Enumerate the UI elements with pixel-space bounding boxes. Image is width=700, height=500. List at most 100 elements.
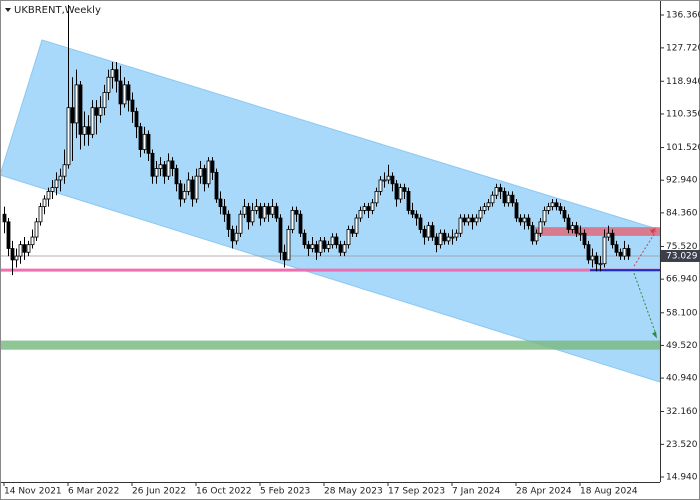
candle-body [402, 187, 407, 192]
candle-body [270, 206, 275, 215]
candle-body [326, 244, 331, 249]
candle-body [486, 202, 491, 208]
candle-body [214, 171, 219, 200]
candle-body [150, 152, 155, 177]
candle-body [94, 107, 99, 116]
candle-body [134, 111, 139, 128]
candle-body [398, 187, 403, 200]
candle-body [26, 244, 31, 253]
candle-body [414, 213, 419, 219]
candle-body [478, 210, 483, 219]
candle-body [110, 69, 115, 78]
candle-body [610, 232, 615, 246]
candle-body [470, 217, 475, 223]
candle-body [74, 84, 79, 124]
x-tick-label: 14 Nov 2021 [4, 487, 62, 497]
x-tick-label: 18 Aug 2024 [580, 487, 638, 497]
candle-body [250, 210, 255, 223]
candle-body [522, 217, 527, 223]
candle-body [538, 221, 543, 234]
candle-body [314, 244, 319, 253]
candle-body [10, 248, 15, 261]
y-tick-label: 118.940 [666, 77, 700, 87]
candle-body [338, 244, 343, 253]
x-tick-label: 17 Sep 2023 [388, 487, 445, 497]
candle-body [570, 225, 575, 230]
candle-body [206, 160, 211, 185]
candle-body [438, 232, 443, 246]
candle-body [230, 229, 235, 242]
candle-body [266, 206, 271, 215]
candle-body [494, 187, 499, 196]
candle-body [378, 179, 383, 192]
candle-body [142, 133, 147, 150]
x-tick-label: 28 May 2023 [324, 487, 383, 497]
candle-body [410, 210, 415, 215]
candle-body [394, 183, 399, 200]
candle-body [602, 236, 607, 265]
candle-body [246, 206, 251, 223]
candle-body [130, 99, 135, 112]
candle-body [258, 206, 263, 219]
candle-body [202, 168, 207, 185]
x-tick-label: 28 Apr 2024 [516, 487, 572, 497]
candle-body [14, 255, 19, 261]
candle-body [66, 107, 71, 166]
candle-body [574, 225, 579, 234]
candle-body [114, 69, 119, 82]
candle-body [614, 244, 619, 253]
candle-body [278, 217, 283, 253]
arrow-down-head [652, 331, 657, 339]
candle-body [166, 160, 171, 177]
candle-body [298, 213, 303, 234]
candle-body [282, 251, 287, 261]
candle-body [302, 232, 307, 246]
candle-body [182, 190, 187, 200]
candle-body [210, 160, 215, 173]
last-price-label: 73.029 [666, 251, 698, 261]
candle-body [318, 240, 323, 253]
candle-body [254, 206, 259, 211]
candle-body [262, 206, 267, 219]
candle-body [342, 244, 347, 253]
candle-body [390, 175, 395, 185]
candle-body [466, 217, 471, 223]
x-tick-label: 5 Feb 2023 [260, 487, 310, 497]
candle-body [90, 107, 95, 135]
y-tick-label: 92.940 [666, 176, 698, 186]
zone-band [535, 227, 660, 236]
y-tick-label: 75.520 [666, 242, 698, 252]
candle-body [618, 251, 623, 257]
candle-body [322, 240, 327, 249]
candle-body [418, 217, 423, 230]
candle-body [626, 248, 631, 257]
candle-body [450, 236, 455, 239]
candle-body [454, 232, 459, 238]
candle-body [622, 248, 627, 257]
candle-body [194, 175, 199, 200]
candle-body [366, 206, 371, 211]
y-tick-label: 23.520 [666, 440, 698, 450]
menu-arrow[interactable] [5, 8, 11, 12]
candle-body [526, 217, 531, 227]
candle-body [50, 187, 55, 192]
candle-body [474, 217, 479, 223]
candle-body [550, 202, 555, 208]
candle-body [30, 236, 35, 246]
candle-body [274, 206, 279, 219]
candle-body [78, 84, 83, 135]
candle-body [18, 244, 23, 257]
candle-body [226, 213, 231, 230]
candle-body [334, 236, 339, 246]
candle-body [38, 206, 43, 223]
candle-body [46, 190, 51, 200]
candle-body [190, 179, 195, 200]
candle-body [294, 210, 299, 215]
candle-body [518, 217, 523, 223]
candle-body [370, 202, 375, 211]
candle-body [566, 217, 571, 230]
candle-body [446, 236, 451, 242]
candle-body [34, 221, 39, 238]
candle-body [382, 179, 387, 182]
candle-body [350, 229, 355, 234]
